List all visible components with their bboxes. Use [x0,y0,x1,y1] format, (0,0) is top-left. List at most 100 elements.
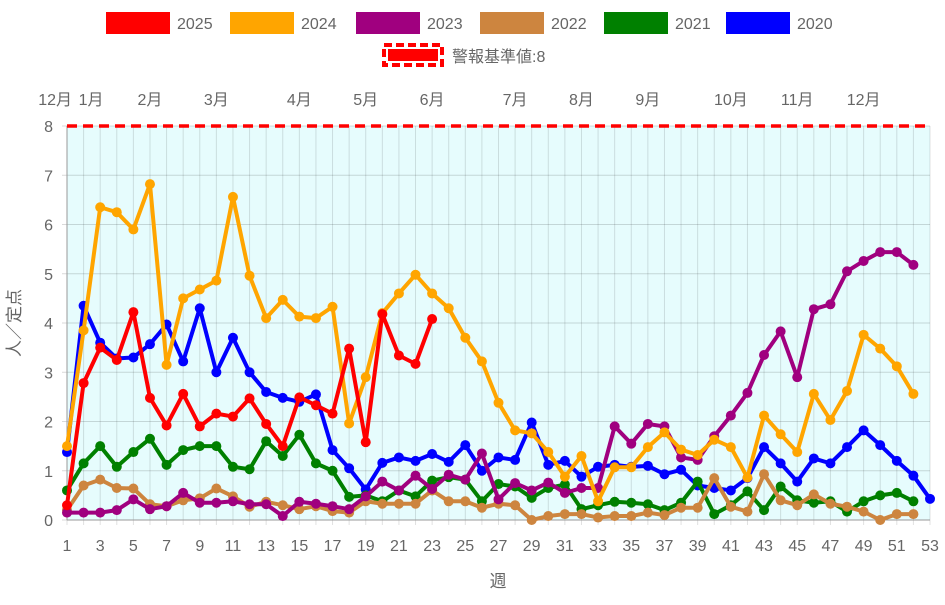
series-line [65,182,916,504]
data-point [310,400,321,411]
data-point [277,500,288,511]
data-point [393,350,404,361]
data-point [725,410,736,421]
data-point [891,361,902,372]
data-point [858,255,869,266]
month-label: 1月 [79,92,104,109]
data-point [410,358,421,369]
data-point [576,482,587,493]
data-point [294,311,305,322]
x-tick-label: 39 [689,538,707,555]
data-point [277,441,288,452]
data-point [808,304,819,315]
data-point [95,507,106,518]
x-tick-label: 21 [390,538,408,555]
data-point [526,492,537,503]
data-point [244,367,255,378]
data-point [775,429,786,440]
legend-item-2025[interactable]: 2025 [106,12,213,34]
data-point [344,504,355,515]
data-point [261,418,272,429]
data-point [78,458,89,469]
data-point [344,463,355,474]
legend-item-2021[interactable]: 2021 [604,12,711,34]
data-point [78,378,89,389]
data-point [593,461,604,472]
data-point [344,343,355,354]
data-point [842,501,853,512]
data-point [692,449,703,460]
data-point [858,506,869,517]
data-point [427,288,438,299]
data-point [626,497,637,508]
month-label: 11月 [781,92,814,109]
x-tick-label: 15 [290,538,308,555]
data-point [759,350,770,361]
legend-label: 警報基準値:8 [452,48,545,66]
data-point [559,487,570,498]
data-point [344,418,355,429]
data-point [659,427,670,438]
data-point [709,473,720,484]
data-point [626,511,637,522]
data-point [759,410,770,421]
data-point [178,356,189,367]
data-point [95,474,106,485]
data-point [410,269,421,280]
legend-label: 2025 [177,16,213,33]
y-tick-label: 1 [44,464,53,481]
legend-swatch [106,12,170,34]
data-point [559,471,570,482]
data-point [443,496,454,507]
data-point [543,459,554,470]
data-point [377,476,388,487]
legend-item-threshold[interactable]: 警報基準値:8 [382,43,545,67]
data-point [825,299,836,310]
data-point [227,496,238,507]
data-point [427,449,438,460]
x-tick-label: 23 [423,538,441,555]
legend-item-2022[interactable]: 2022 [480,12,587,34]
series-line [65,432,915,517]
legend-swatch [356,12,420,34]
data-point [128,447,139,458]
data-point [891,247,902,258]
data-point [692,476,703,487]
data-point [742,486,753,497]
data-point [460,474,471,485]
data-point [725,442,736,453]
data-point [908,388,919,399]
y-tick-label: 7 [44,168,53,185]
x-tick-label: 13 [257,538,275,555]
data-point [111,461,122,472]
data-point [510,454,521,465]
data-point [393,452,404,463]
data-point [725,485,736,496]
data-point [128,494,139,505]
data-point [576,450,587,461]
legend-item-2020[interactable]: 2020 [726,12,833,34]
data-point [842,266,853,277]
data-point [543,477,554,488]
data-point [211,367,222,378]
x-tick-label: 3 [96,538,105,555]
data-point [642,499,653,510]
data-point [360,372,371,383]
data-point [476,502,487,513]
data-point [294,392,305,403]
data-point [842,385,853,396]
legend-item-2024[interactable]: 2024 [230,12,337,34]
data-point [460,440,471,451]
legend-item-2023[interactable]: 2023 [356,12,463,34]
data-point [294,429,305,440]
data-point [161,459,172,470]
data-point [62,500,72,511]
y-tick-label: 3 [44,365,53,382]
data-point [427,483,438,494]
x-tick-label: 9 [195,538,204,555]
data-point [161,359,172,370]
data-point [609,511,620,522]
data-point [676,464,687,475]
month-label: 10月 [714,92,748,109]
data-point [908,470,919,481]
